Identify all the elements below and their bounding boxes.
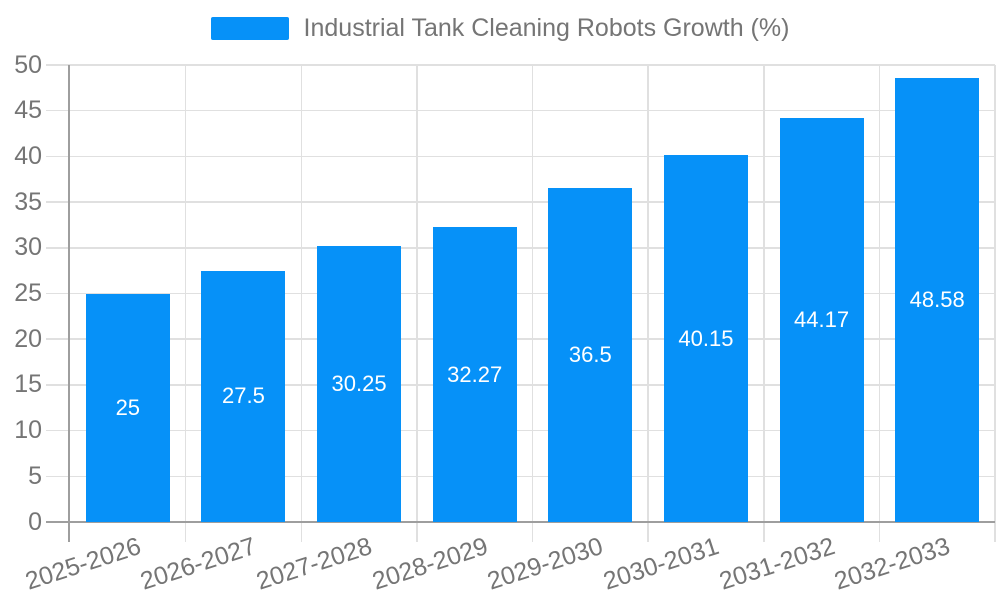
y-axis-tick-label: 20	[14, 324, 42, 353]
x-axis-line	[46, 520, 995, 523]
y-gridline	[46, 201, 995, 203]
bar-2027-2028: 30.25	[317, 245, 402, 522]
y-gridline	[46, 292, 995, 295]
x-axis-tick-label: 2028-2029	[368, 532, 492, 596]
legend-label: Industrial Tank Cleaning Robots Growth (…	[303, 14, 790, 42]
y-axis-tick-label: 50	[14, 50, 42, 79]
x-axis-tick-label: 2025-2026	[21, 532, 145, 596]
y-gridline	[46, 247, 995, 249]
bar-2031-2032: 44.17	[779, 118, 864, 522]
x-gridline	[878, 65, 881, 542]
x-axis-tick-label: 2032-2033	[831, 532, 954, 596]
bar-2026-2027: 27.5	[201, 270, 286, 522]
x-gridline	[763, 65, 765, 542]
legend-swatch-icon	[210, 17, 289, 40]
x-axis-tick-label: 2026-2027	[137, 532, 260, 596]
x-axis-tick-label: 2029-2030	[484, 532, 607, 596]
y-gridline	[46, 109, 995, 112]
bar-value-label: 27.5	[222, 383, 265, 409]
x-axis-tick-label: 2027-2028	[253, 532, 376, 596]
y-gridline	[46, 384, 995, 386]
x-gridline	[994, 65, 996, 542]
y-axis-tick-label: 40	[14, 141, 42, 170]
bar-value-label: 44.17	[794, 307, 850, 333]
x-gridline	[184, 65, 187, 542]
y-axis-tick-label: 30	[14, 233, 42, 262]
y-gridline	[46, 155, 995, 158]
bar-2028-2029: 32.27	[432, 227, 517, 522]
y-axis-tick-label: 35	[14, 187, 42, 216]
x-gridline	[416, 65, 418, 542]
x-axis-tick-label: 2031-2032	[715, 532, 838, 596]
y-gridline	[46, 338, 995, 340]
bar-2025-2026: 25	[85, 293, 170, 522]
y-gridline	[46, 475, 995, 478]
y-axis-tick-label: 45	[14, 96, 42, 125]
bar-value-label: 36.5	[568, 342, 612, 368]
bar-value-label: 30.25	[331, 370, 387, 396]
bar-2030-2031: 40.15	[663, 155, 748, 522]
x-gridline	[531, 65, 534, 542]
x-axis-tick-label: 2030-2031	[599, 532, 723, 596]
y-axis-tick-label: 0	[28, 507, 42, 536]
y-axis-line	[68, 65, 70, 542]
bar-value-label: 40.15	[678, 325, 734, 351]
y-gridline	[46, 429, 995, 432]
y-axis-tick-label: 5	[28, 461, 42, 490]
bar-value-label: 25	[115, 394, 141, 420]
bar-2032-2033: 48.58	[895, 77, 980, 522]
bar-2029-2030: 36.5	[548, 188, 633, 522]
y-axis-tick-label: 15	[14, 370, 42, 399]
y-axis-tick-label: 10	[14, 416, 42, 445]
y-gridline	[46, 64, 995, 66]
bar-value-label: 32.27	[447, 361, 503, 387]
bar-value-label: 48.58	[909, 286, 965, 312]
x-gridline	[300, 65, 302, 542]
y-axis-tick-label: 25	[14, 279, 42, 307]
chart-legend[interactable]: Industrial Tank Cleaning Robots Growth (…	[0, 14, 1000, 43]
x-gridline	[647, 65, 649, 542]
